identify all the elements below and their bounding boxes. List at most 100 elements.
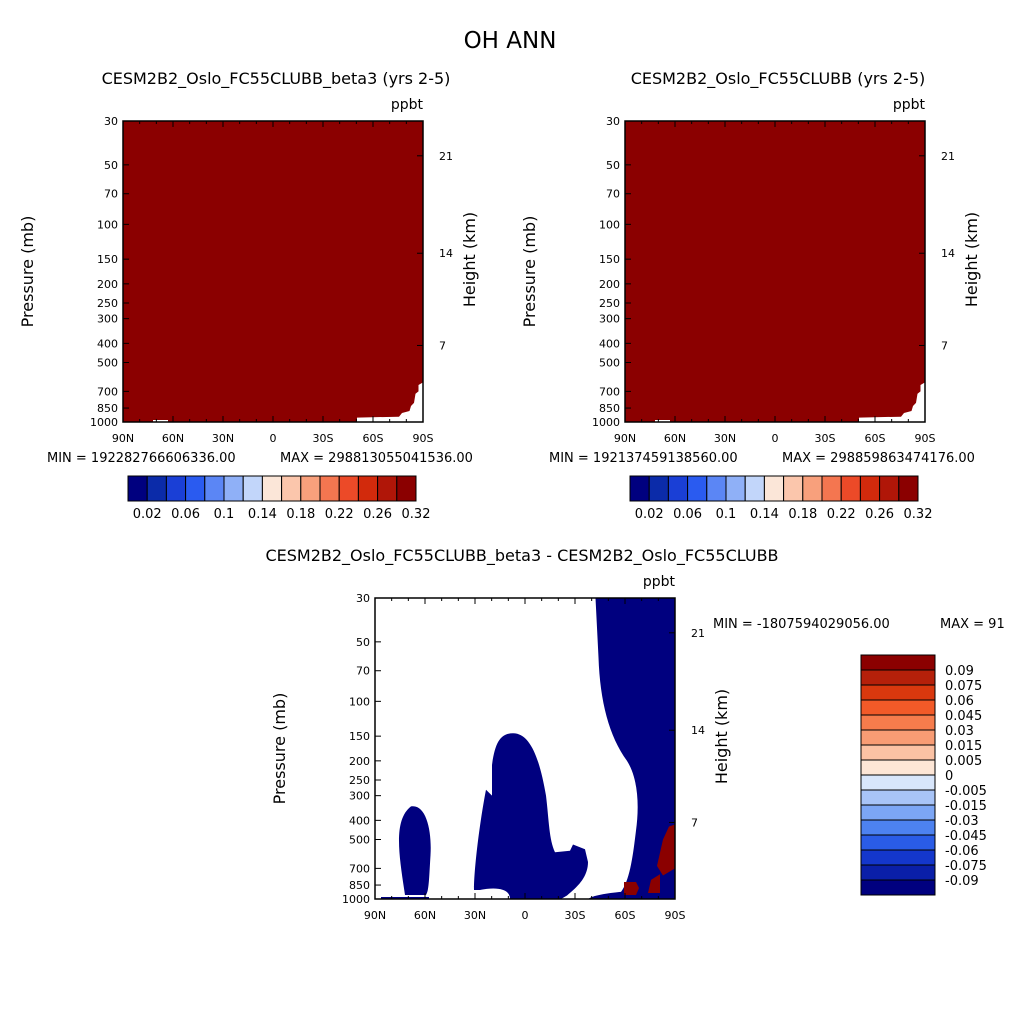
panel2-colorbar-label: 0.06 <box>945 694 974 709</box>
panel2-min-label: MIN = -1807594029056.00 <box>713 617 890 632</box>
panel2-colorbar-box <box>860 699 936 716</box>
panel1-min-label: MIN = 192137459138560.00 <box>549 451 738 466</box>
panel1-colorbar-label: 0.18 <box>788 507 817 522</box>
panel1-ytick-label: 1000 <box>592 416 620 429</box>
panel2-ytick-label: 850 <box>349 879 370 892</box>
panel-control-clubb: CESM2B2_Oslo_FC55CLUBB (yrs 2-5)30507010… <box>520 69 981 522</box>
panel1-colorbar-box <box>763 475 785 502</box>
panel2-ytick-label: 100 <box>349 695 370 708</box>
panel2-colorbar-box <box>860 684 936 701</box>
panel1-ytick-label: 70 <box>606 188 620 201</box>
panel2-ytick-label: 50 <box>356 636 370 649</box>
panel1-colorbar-box <box>687 475 708 502</box>
panel0-colorbar-box <box>338 475 359 502</box>
panel0-ytick-label: 400 <box>97 337 118 350</box>
panel1-max-label: MAX = 298859863474176.00 <box>782 451 975 466</box>
panel0-title: CESM2B2_Oslo_FC55CLUBB_beta3 (yrs 2-5) <box>102 69 451 89</box>
panel2-ytick-label: 1000 <box>342 893 370 906</box>
panel1-colorbar-box <box>859 475 881 502</box>
panel2-region-negative-60N <box>399 806 431 895</box>
panel1-colorbar-label: 0.1 <box>716 507 737 522</box>
panel2-ytick-label: 70 <box>356 665 370 678</box>
panel1-xtick-label: 90N <box>614 432 636 445</box>
panel0-colorbar-label: 0.22 <box>325 507 354 522</box>
panel0-xtick-label: 0 <box>270 432 277 445</box>
panel1-ylabel-right: Height (km) <box>962 212 981 307</box>
panel1-colorbar-box <box>725 475 746 502</box>
panel0-ytick-label: 200 <box>97 278 118 291</box>
panel2-xtick-label: 60S <box>615 909 636 922</box>
panel2-colorbar-label: 0 <box>945 769 953 784</box>
panel2-max-label: MAX = 91 <box>940 617 1005 632</box>
panel2-colorbar-box <box>860 654 936 671</box>
panel1-colorbar-label: 0.06 <box>673 507 702 522</box>
panel2-ytick-right-label: 21 <box>691 627 705 640</box>
panel0-xtick-label: 90S <box>413 432 434 445</box>
panel0-colorbar-box <box>377 475 398 502</box>
panel1-ytick-right-label: 7 <box>941 339 948 352</box>
panel1-ytick-label: 30 <box>606 115 620 128</box>
panel0-colorbar-box <box>300 475 321 502</box>
panel1-colorbar-box <box>744 475 765 502</box>
panel2-ytick-label: 700 <box>349 862 370 875</box>
panel2-colorbar-box <box>860 774 936 791</box>
panel0-ytick-label: 300 <box>97 313 118 326</box>
panel2-colorbar-box <box>860 804 936 821</box>
panel1-ytick-label: 50 <box>606 159 620 172</box>
panel0-colorbar-box <box>223 475 244 502</box>
panel0-ytick-label: 850 <box>97 402 118 415</box>
panel1-xtick-label: 30N <box>714 432 736 445</box>
panel1-colorbar-label: 0.26 <box>865 507 894 522</box>
panel2-ytick-label: 150 <box>349 730 370 743</box>
panel2-ytick-label: 300 <box>349 790 370 803</box>
panel1-ytick-right-label: 14 <box>941 247 955 260</box>
panel2-region-positive-60S <box>624 881 639 895</box>
panel1-xtick-label: 60S <box>865 432 886 445</box>
panel0-xtick-label: 60N <box>162 432 184 445</box>
panel0-ytick-label: 1000 <box>90 416 118 429</box>
panel2-colorbar-box <box>860 729 936 746</box>
panel1-colorbar-box <box>783 475 804 502</box>
panel2-region-positive-80S-low <box>648 874 660 893</box>
panel1-surface-gap <box>859 382 925 422</box>
panel2-colorbar-box <box>860 669 936 686</box>
panel0-xtick-label: 90N <box>112 432 134 445</box>
panel2-xtick-label: 60N <box>414 909 436 922</box>
panel1-ytick-label: 500 <box>599 357 620 370</box>
panel2-ylabel-right: Height (km) <box>712 689 731 784</box>
panel2-colorbar-label: 0.09 <box>945 664 974 679</box>
panel1-ytick-label: 400 <box>599 337 620 350</box>
panel1-xtick-label: 60N <box>664 432 686 445</box>
panel2-colorbar-label: 0.075 <box>945 679 982 694</box>
panel2-ylabel: Pressure (mb) <box>270 693 289 805</box>
panel2-title: CESM2B2_Oslo_FC55CLUBB_beta3 - CESM2B2_O… <box>265 546 778 566</box>
panel0-colorbar-box <box>127 475 148 502</box>
panel1-colorbar-box <box>840 475 861 502</box>
panel0-ytick-label: 500 <box>97 357 118 370</box>
panel0-ytick-label: 250 <box>97 297 118 310</box>
panel0-ytick-label: 50 <box>104 159 118 172</box>
panel2-colorbar-box <box>860 849 936 866</box>
panel2-xtick-label: 30N <box>464 909 486 922</box>
panel2-ytick-right-label: 7 <box>691 816 698 829</box>
panel-difference: CESM2B2_Oslo_FC55CLUBB_beta3 - CESM2B2_O… <box>265 546 1004 922</box>
panel0-ytick-label: 150 <box>97 253 118 266</box>
panel0-colorbar-box <box>396 475 417 502</box>
panel0-max-label: MAX = 298813055041536.00 <box>280 451 473 466</box>
panel1-colorbar-box <box>802 475 823 502</box>
panel1-xtick-label: 30S <box>815 432 836 445</box>
panel0-colorbar-box <box>242 475 263 502</box>
panel2-colorbar-label: -0.06 <box>945 844 979 859</box>
panel0-colorbar-box <box>281 475 302 502</box>
panel0-colorbar-label: 0.14 <box>248 507 277 522</box>
panel2-units: ppbt <box>643 574 676 590</box>
panel0-colorbar-label: 0.1 <box>214 507 235 522</box>
panel2-colorbar-box <box>860 714 936 731</box>
panel2-colorbar-label: -0.075 <box>945 859 987 874</box>
panel1-xtick-label: 90S <box>915 432 936 445</box>
panel2-xtick-label: 0 <box>522 909 529 922</box>
panel2-colorbar-label: 0.045 <box>945 709 982 724</box>
panel2-colorbar-label: 0.03 <box>945 724 974 739</box>
panel1-xtick-label: 0 <box>772 432 779 445</box>
